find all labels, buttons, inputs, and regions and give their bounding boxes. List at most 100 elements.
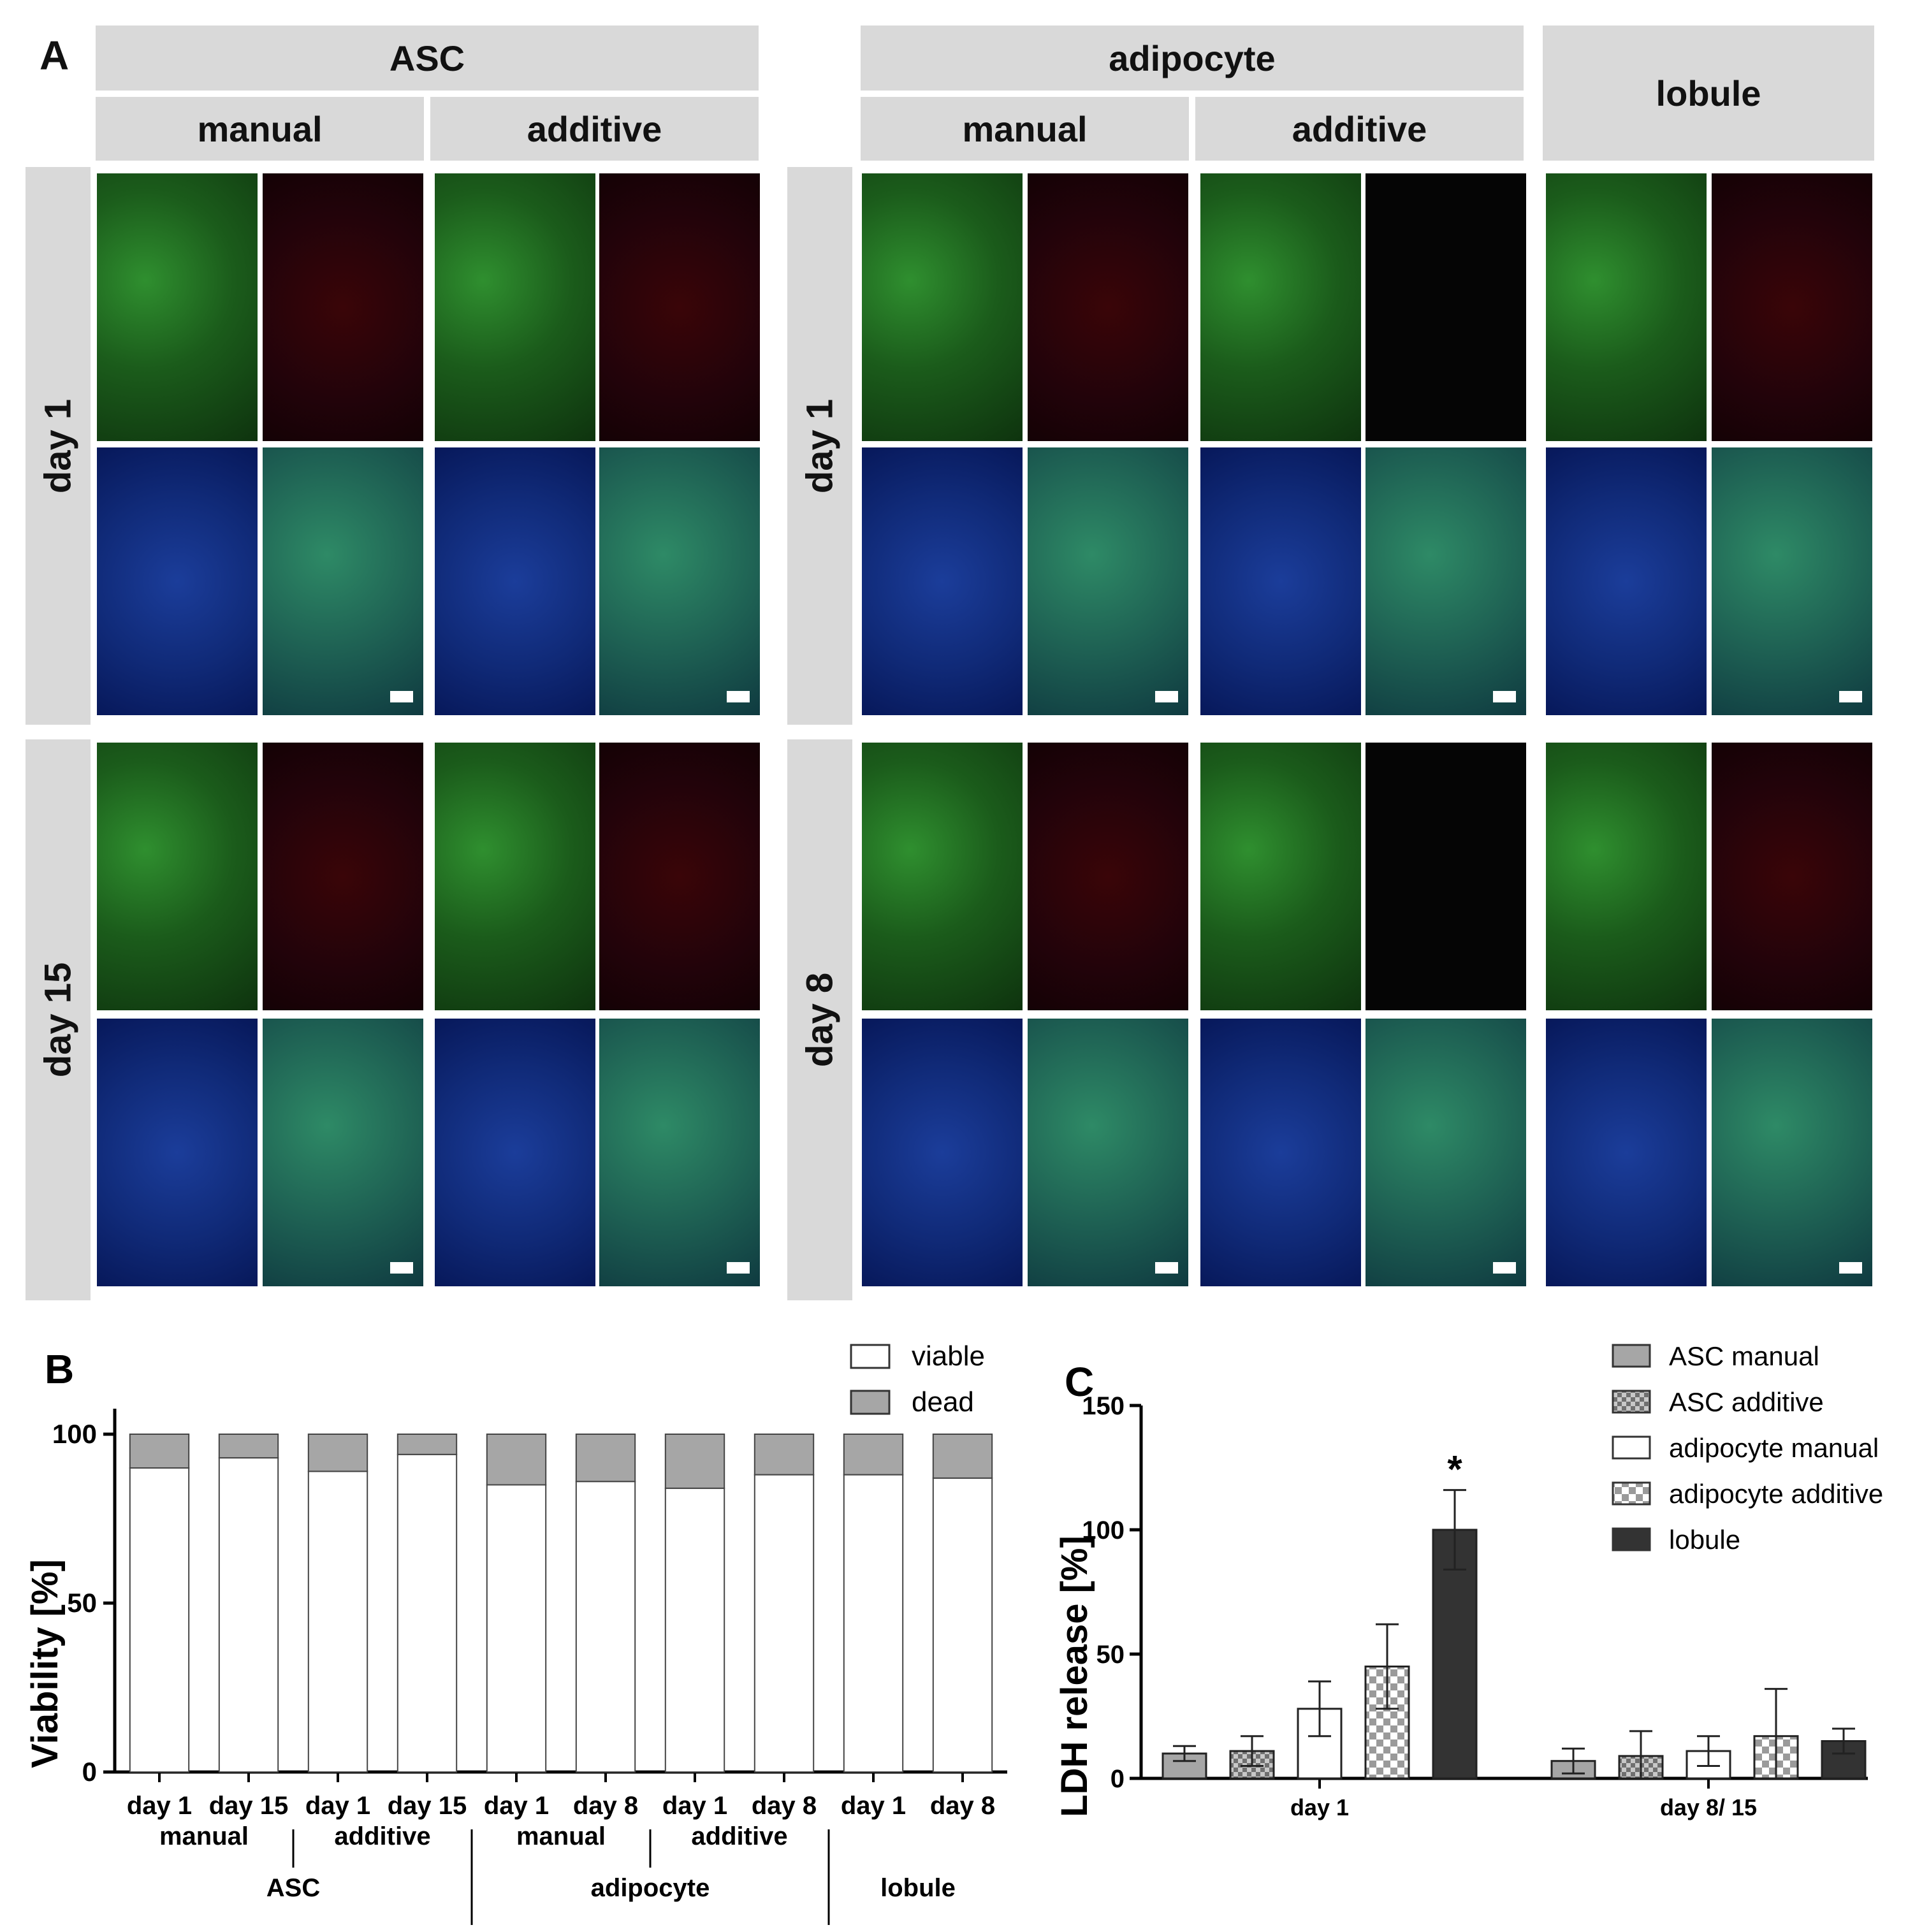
row-header-adipocyte-day8: day 8 <box>787 739 852 1300</box>
group-label: additive <box>691 1822 787 1850</box>
micrograph-merge <box>599 447 760 715</box>
x-tick-label: day 8/ 15 <box>1660 1794 1757 1820</box>
micrograph-green <box>1546 743 1707 1010</box>
bar-dead <box>129 1434 190 1469</box>
x-tick-label: day 1 <box>841 1792 906 1820</box>
micrograph-red <box>263 173 423 441</box>
micrograph-red <box>599 743 760 1010</box>
x-tick-label: day 8 <box>752 1792 817 1820</box>
micrograph-blue <box>1546 1019 1707 1286</box>
panel-b-y-axis-label: Viability [%] <box>24 1559 66 1768</box>
micrograph-merge <box>1365 447 1526 715</box>
micrograph-blue <box>435 1019 595 1286</box>
y-tick-label: 0 <box>1111 1765 1125 1793</box>
group-label: manual <box>516 1822 606 1850</box>
header-adipocyte-manual: manual <box>861 97 1189 161</box>
bar-viable <box>754 1474 815 1773</box>
bar-viable <box>486 1484 547 1773</box>
bar-dead <box>664 1434 725 1489</box>
x-tick-label: day 8 <box>573 1792 638 1820</box>
legend-label: dead <box>912 1386 974 1418</box>
scale-bar <box>390 1262 413 1274</box>
legend-swatch <box>1612 1390 1651 1414</box>
panel-c-chart: C LDH release [%] 0 50 100 150 day 1 day 8/ 1… <box>1054 1341 1883 1820</box>
micrograph-merge <box>599 1019 760 1286</box>
row-label: day 1 <box>37 398 79 493</box>
legend-swatch <box>850 1390 891 1415</box>
micrograph-merge <box>1028 447 1188 715</box>
group-label: adipocyte <box>591 1874 710 1902</box>
significance-annotation: * <box>1447 1448 1462 1491</box>
micrograph-green <box>1200 743 1361 1010</box>
row-header-adipocyte-day1: day 1 <box>787 167 852 725</box>
scale-bar <box>727 691 750 702</box>
micrograph-blue <box>862 447 1023 715</box>
legend-label: adipocyte additive <box>1669 1479 1883 1509</box>
panel-c-legend: ASC manual ASC additive adipocyte manual ad… <box>1612 1341 1883 1555</box>
bar-dead <box>843 1434 904 1476</box>
scale-bar <box>390 691 413 702</box>
micrograph-green <box>862 743 1023 1010</box>
bar-viable <box>129 1467 190 1773</box>
bar-viable <box>575 1481 636 1773</box>
header-adipocyte-additive: additive <box>1195 97 1524 161</box>
x-tick-label: day 1 <box>305 1792 370 1820</box>
x-tick-label: day 15 <box>388 1792 467 1820</box>
y-tick-label: 100 <box>52 1419 97 1449</box>
micrograph-merge <box>1365 1019 1526 1286</box>
micrograph-blue <box>1546 447 1707 715</box>
row-label: day 15 <box>37 962 79 1078</box>
micrograph-black <box>1365 743 1526 1010</box>
header-asc-additive: additive <box>430 97 759 161</box>
micrograph-green <box>97 173 258 441</box>
micrograph-merge <box>1712 447 1872 715</box>
micrograph-red <box>1028 743 1188 1010</box>
legend-label: ASC additive <box>1669 1387 1824 1417</box>
bar-dead <box>754 1434 815 1476</box>
bar-dead <box>486 1434 547 1486</box>
x-tick-label: day 1 <box>1290 1794 1349 1820</box>
bar-dead <box>397 1434 458 1455</box>
bar-viable <box>843 1474 904 1773</box>
panel-a-letter: A <box>40 33 69 78</box>
bar-dead <box>307 1434 368 1472</box>
panel-b-bars <box>129 1434 993 1773</box>
panel-b-legend: viable dead <box>850 1340 985 1418</box>
scale-bar <box>1493 691 1516 702</box>
x-tick-label: day 8 <box>930 1792 995 1820</box>
bar-viable <box>664 1487 725 1773</box>
bar-viable <box>307 1471 368 1773</box>
micrograph-red <box>1028 173 1188 441</box>
x-tick-label: day 1 <box>484 1792 549 1820</box>
micrograph-green <box>1546 173 1707 441</box>
bar-viable <box>218 1457 279 1773</box>
micrograph-green <box>435 173 595 441</box>
scale-bar <box>1493 1262 1516 1274</box>
group-label: additive <box>334 1822 430 1850</box>
legend-swatch <box>1612 1435 1651 1460</box>
y-tick-label: 50 <box>1096 1641 1125 1669</box>
micrograph-green <box>1200 173 1361 441</box>
header-asc-manual: manual <box>96 97 424 161</box>
micrograph-merge <box>263 1019 423 1286</box>
micrograph-green <box>862 173 1023 441</box>
panel-b-x-labels: day 1 day 15 day 1 day 15 day 1 day 8 day 1 day… <box>127 1792 995 1925</box>
scale-bar <box>727 1262 750 1274</box>
bar <box>1432 1529 1478 1780</box>
panel-c-y-axis-label: LDH release [%] <box>1054 1536 1095 1817</box>
micrograph-red <box>1712 743 1872 1010</box>
micrograph-merge <box>263 447 423 715</box>
header-asc: ASC <box>96 25 759 91</box>
micrograph-merge <box>1028 1019 1188 1286</box>
legend-swatch <box>1612 1527 1651 1551</box>
bar-dead <box>218 1434 279 1459</box>
scale-bar <box>1839 1262 1862 1274</box>
micrograph-black <box>1365 173 1526 441</box>
legend-swatch <box>1612 1481 1651 1506</box>
legend-swatch <box>1612 1344 1651 1368</box>
row-label: day 8 <box>799 972 841 1068</box>
micrograph-blue <box>1200 1019 1361 1286</box>
bar-viable <box>932 1477 993 1773</box>
row-header-asc-day1: day 1 <box>25 167 91 725</box>
legend-label: ASC manual <box>1669 1341 1819 1371</box>
